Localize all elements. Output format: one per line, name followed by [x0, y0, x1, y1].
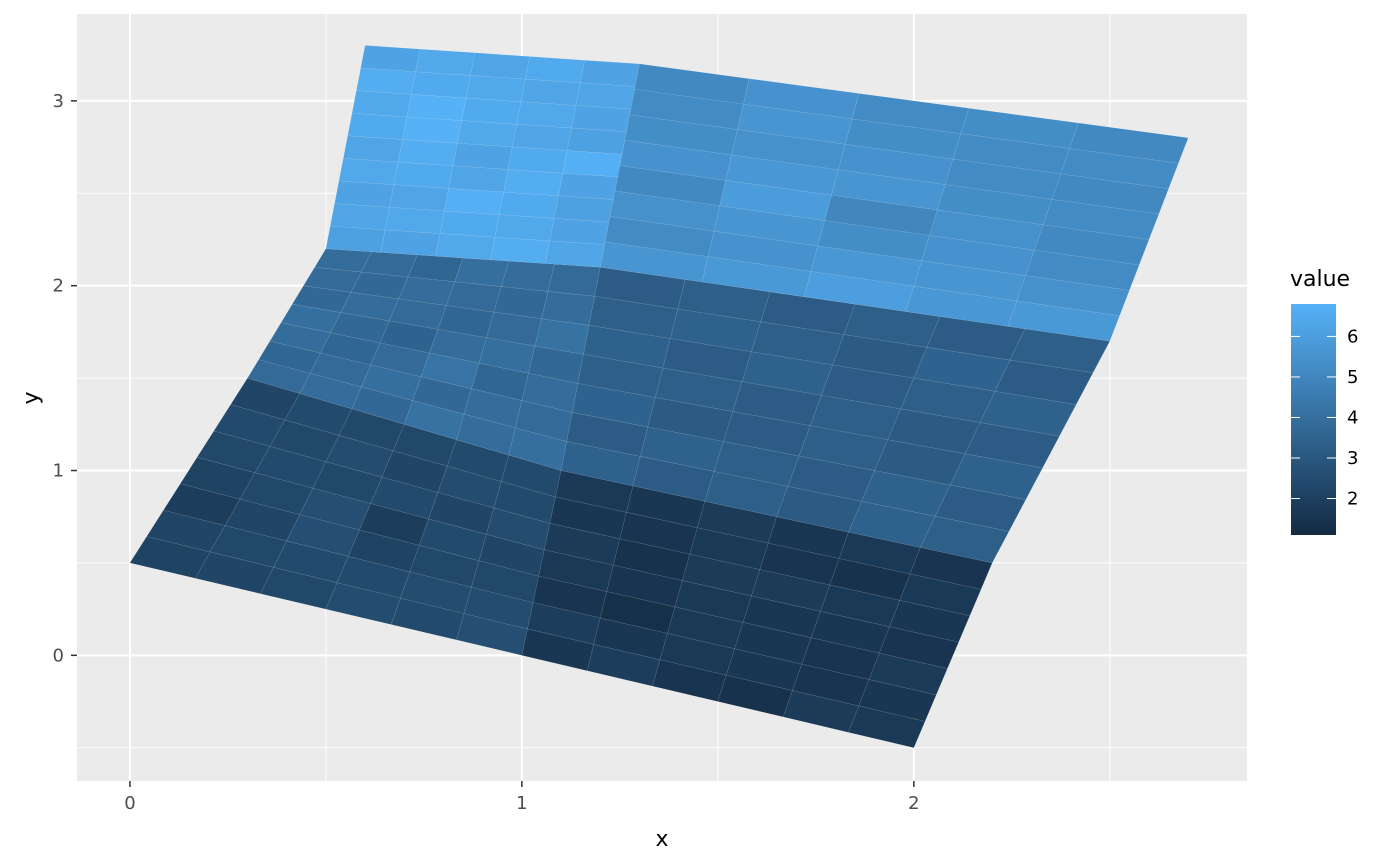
tile-b2-r6-c2: [407, 254, 464, 283]
legend-label-3: 5: [1347, 367, 1358, 388]
tile-b4-r3-c3: [503, 169, 564, 197]
tile-b4-r4-c1: [397, 139, 458, 167]
x-tick-label-2: 2: [908, 793, 919, 814]
tile-b4-r5-c4: [566, 127, 627, 155]
legend-label-0: 2: [1347, 489, 1358, 510]
tile-b4-r2-c0: [334, 180, 395, 208]
tile-b4-r1-c0: [329, 203, 390, 231]
y-tick-label-0: 0: [53, 645, 64, 666]
tile-b4-r5-c2: [457, 120, 518, 148]
tile-b4-r0-c2: [435, 233, 496, 261]
tile-b4-r1-c2: [439, 210, 500, 238]
tile-b4-r2-c4: [553, 195, 614, 223]
tile-b4-r7-c1: [410, 71, 471, 99]
tile-b4-r7-c2: [465, 75, 526, 103]
tile-b4-r6-c4: [571, 105, 632, 132]
tile-b4-r8-c1: [415, 48, 476, 76]
tile-b4-r3-c0: [338, 158, 399, 185]
tile-b4-r4-c3: [507, 146, 568, 174]
axis-ticks: [71, 100, 915, 787]
x-tick-label-0: 0: [124, 793, 135, 814]
tile-b4-r7-c3: [520, 78, 581, 106]
axis-tick-labels: 0 1 2 0 1 2 3: [53, 91, 920, 814]
tile-b4-r8-c2: [470, 52, 531, 80]
y-tick-label-2: 2: [53, 276, 64, 297]
tile-b4-r4-c2: [452, 142, 513, 170]
x-axis-title: x: [655, 827, 668, 852]
legend-label-2: 4: [1347, 407, 1358, 428]
tile-b4-r1-c3: [494, 214, 555, 242]
legend-label-4: 6: [1347, 326, 1358, 347]
tile-b4-r3-c2: [448, 165, 509, 193]
tile-b4-r6-c2: [461, 97, 522, 125]
tile-b4-r8-c3: [525, 56, 585, 84]
y-axis-title: y: [19, 391, 44, 404]
x-tick-label-1: 1: [516, 793, 527, 814]
tile-b4-r7-c4: [575, 82, 636, 110]
tile-b4-r1-c4: [549, 218, 610, 245]
tile-b5-r7-c4: [1069, 122, 1189, 164]
legend-ticks: 2 3 4 5 6: [1291, 326, 1358, 510]
tile-b4-r3-c1: [393, 161, 454, 189]
tile-b4-r0-c0: [325, 225, 386, 253]
tile-b4-r1-c1: [384, 206, 445, 234]
tile-b4-r7-c0: [356, 67, 416, 95]
tile-b4-r8-c0: [360, 45, 421, 73]
legend-label-1: 3: [1347, 448, 1358, 469]
tile-b4-r4-c0: [342, 135, 403, 163]
tile-b4-r5-c1: [402, 116, 463, 144]
tile-b4-r0-c4: [545, 240, 605, 268]
tile-b2-r6-c5: [547, 263, 601, 297]
tile-b4-r5-c0: [347, 112, 408, 140]
tile-b4-r4-c4: [562, 150, 623, 178]
tile-b2-r6-c1: [360, 251, 418, 278]
heatmap-tiles: [129, 45, 1189, 749]
tile-b4-r2-c2: [443, 188, 504, 215]
tile-b4-r0-c3: [490, 236, 551, 264]
tile-b4-r6-c3: [516, 101, 577, 129]
tile-b4-r8-c4: [579, 59, 640, 87]
tile-b2-r6-c4: [500, 260, 555, 292]
y-tick-label-3: 3: [53, 91, 64, 112]
tile-b4-r6-c0: [351, 90, 412, 118]
tile-b4-r2-c3: [498, 191, 559, 219]
legend: value 2 3 4 5 6: [1290, 267, 1358, 535]
legend-title: value: [1290, 267, 1350, 292]
tile-b4-r0-c1: [380, 229, 441, 257]
tile-b4-r5-c3: [511, 123, 572, 151]
y-tick-label-1: 1: [53, 461, 64, 482]
tile-b2-r6-c3: [454, 257, 510, 287]
legend-colorbar: [1291, 304, 1336, 535]
tile-b4-r2-c1: [389, 184, 450, 212]
tile-b4-r3-c4: [558, 172, 619, 200]
tile-b4-r6-c1: [406, 93, 467, 121]
